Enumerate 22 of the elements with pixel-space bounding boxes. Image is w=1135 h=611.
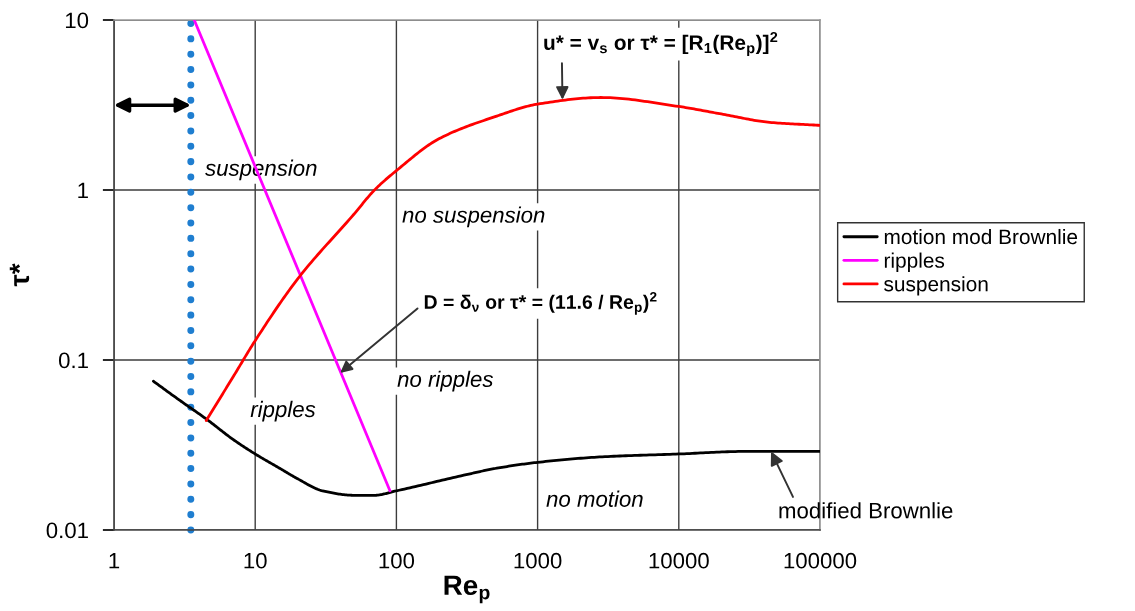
annotation: no ripples xyxy=(397,370,494,392)
legend-label: motion mod Brownlie xyxy=(884,228,1078,245)
legend-label: ripples xyxy=(884,252,945,272)
y-tick-label: 0.01 xyxy=(46,522,88,539)
x-axis-title: Re$_{p}$ xyxy=(444,575,490,604)
y-tick-label: 0.1 xyxy=(58,352,88,369)
annotation: no suspension xyxy=(402,206,545,228)
y-tick-label: 1 xyxy=(78,182,88,199)
x-tick-label: 1000 xyxy=(514,552,562,569)
x-tick-label: 1 xyxy=(109,553,120,569)
x-tick-label: 100000 xyxy=(784,552,857,569)
annotation: no motion xyxy=(546,490,643,507)
x-tick-label: 10000 xyxy=(649,552,709,569)
x-tick-label: 100 xyxy=(379,552,415,569)
x-tick-label: 10 xyxy=(244,552,267,569)
y-tick-label: 10 xyxy=(65,12,89,29)
annotation: D = δ$_{ν}$ or τ* = (11.6 / Re$_{p}$)$^{2}$ xyxy=(424,292,657,315)
y-axis-title: τ* xyxy=(9,263,30,287)
annotation: modified Brownlie xyxy=(779,502,953,519)
annotation: ripples xyxy=(250,400,316,422)
legend-label: suspension xyxy=(884,276,988,296)
annotation: u* = v$_{s}$ or τ* = [R$_{1}$(Re$_{p}$)]$^{2}$ xyxy=(544,31,778,57)
